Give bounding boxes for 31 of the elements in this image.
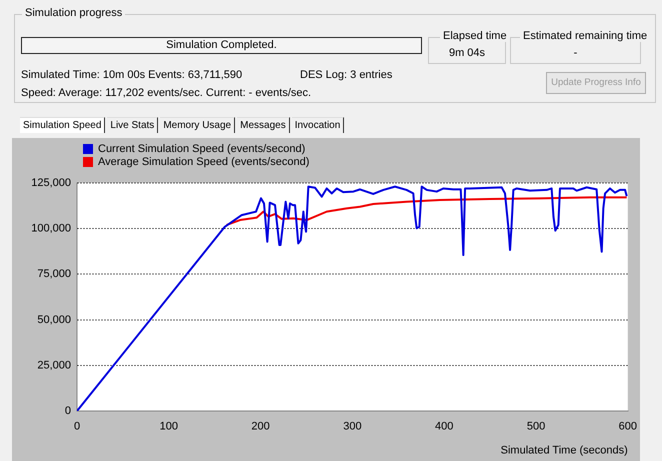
- x-tick-label: 100: [160, 420, 178, 433]
- x-tick-label: 200: [251, 420, 270, 433]
- x-tick-label: 500: [526, 420, 546, 433]
- text: Update Progress Info: [550, 77, 642, 88]
- text: Messages: [237, 117, 290, 133]
- x-tick-label: 0: [74, 420, 80, 433]
- text: Invocation: [292, 117, 344, 133]
- text: DES Log: 3 entries: [300, 69, 392, 81]
- y-tick-label: 125,000: [31, 177, 71, 190]
- text: Live Stats: [107, 117, 158, 133]
- x-tick-label: 400: [435, 420, 454, 433]
- text: Simulation progress: [22, 7, 126, 19]
- y-tick-label: 25,000: [37, 359, 71, 372]
- text: Simulation Speed: [20, 117, 106, 133]
- y-tick-label: 75,000: [37, 268, 71, 280]
- legend-label: Current Simulation Speed (events/second): [98, 143, 306, 156]
- text: Memory Usage: [160, 117, 236, 133]
- x-tick-label: 600: [618, 420, 638, 433]
- x-axis-title: Simulated Time (seconds): [500, 444, 628, 456]
- text: Simulated Time: 10m 00s Events: 63,711,590: [21, 69, 242, 81]
- text: -: [572, 47, 578, 59]
- text: Elapsed time: [440, 30, 510, 42]
- x-tick-label: 300: [343, 420, 362, 433]
- text: Speed: Average: 117,202 events/sec. Current: - events/sec.: [21, 87, 312, 99]
- y-tick-label: 100,000: [31, 222, 71, 235]
- text: Estimated remaining time: [520, 30, 650, 42]
- legend-label: Average Simulation Speed (events/second): [98, 156, 310, 168]
- y-tick-label: 0: [64, 405, 71, 418]
- text: 9m 04s: [448, 47, 486, 59]
- text: Simulation Completed.: [21, 39, 422, 51]
- y-tick-label: 50,000: [37, 314, 71, 326]
